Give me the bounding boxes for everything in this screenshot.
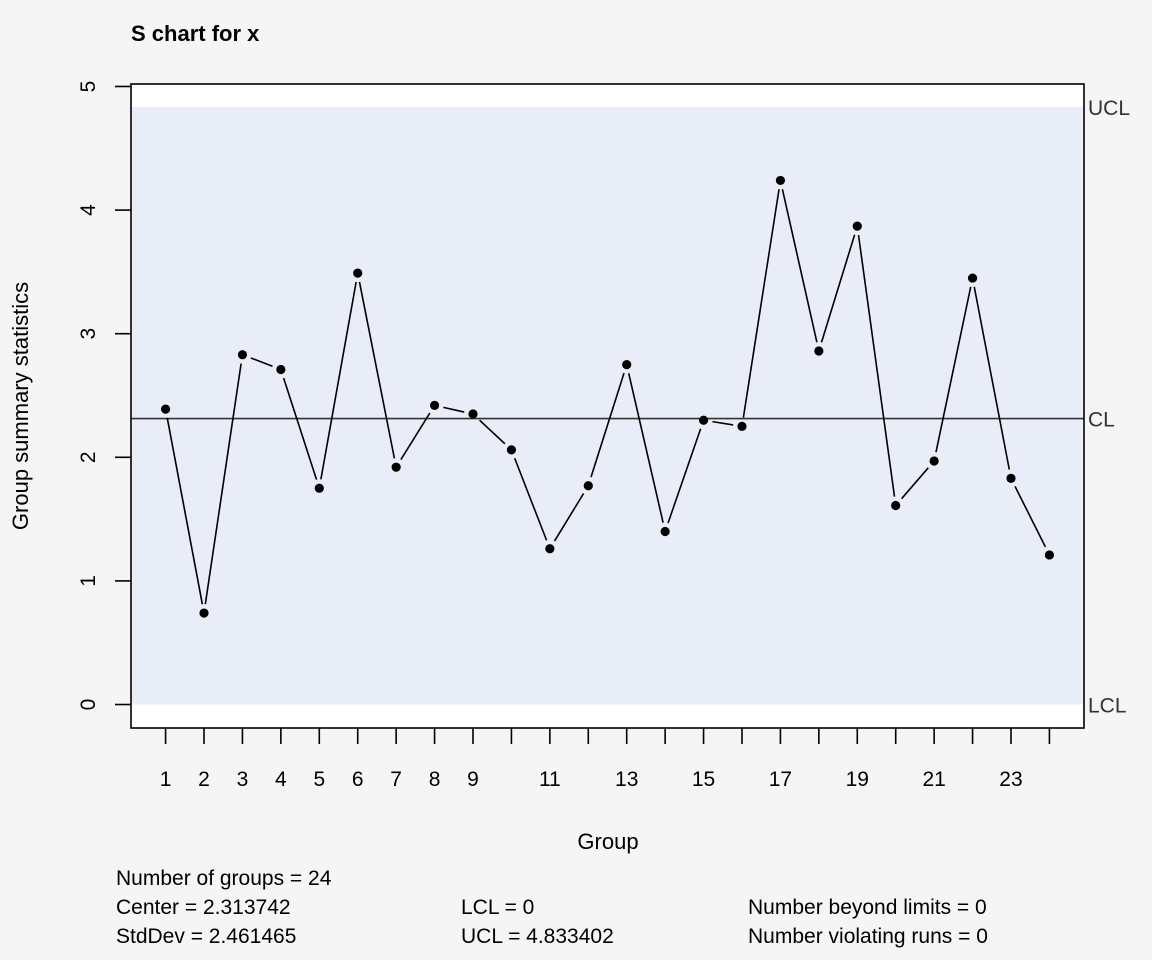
y-tick-label: 2 <box>77 451 100 463</box>
data-point <box>237 350 248 360</box>
x-tick-label: 15 <box>692 768 715 791</box>
series-line-segment <box>320 281 357 480</box>
cl-label: CL <box>1088 409 1115 432</box>
ucl-label: UCL <box>1088 97 1130 120</box>
series-line-segment <box>667 428 702 524</box>
x-tick-label: 23 <box>999 768 1022 791</box>
series-line-segment <box>250 357 273 368</box>
x-tick-label: 2 <box>198 768 210 791</box>
x-tick-label: 8 <box>429 768 441 791</box>
control-limits-band <box>131 107 1084 705</box>
data-point <box>506 445 517 455</box>
x-tick-label: 17 <box>769 768 792 791</box>
data-point <box>583 481 593 491</box>
series-line-segment <box>857 234 896 497</box>
x-tick-label: 11 <box>539 768 561 791</box>
series-line-segment <box>781 189 818 343</box>
data-point <box>891 500 901 511</box>
x-tick-label: 1 <box>160 768 172 791</box>
data-point <box>814 346 824 356</box>
x-tick-label: 5 <box>313 768 325 791</box>
y-tick-label: 5 <box>77 81 100 93</box>
series-line-segment <box>973 286 1011 470</box>
series-line-segment <box>935 286 972 453</box>
series-line-segment <box>820 234 856 343</box>
x-tick-label: 21 <box>922 768 945 791</box>
series-line-segment <box>204 363 242 605</box>
data-point <box>775 175 786 186</box>
y-tick-label: 4 <box>77 204 100 216</box>
chart-title: S chart for x <box>131 21 260 46</box>
data-point <box>199 608 209 618</box>
x-tick-label: 13 <box>615 768 638 791</box>
y-tick-label: 1 <box>77 575 100 587</box>
data-point <box>160 404 171 414</box>
data-point <box>852 221 862 231</box>
data-point <box>1044 550 1055 560</box>
y-axis-label: Group summary statistics <box>8 282 33 530</box>
series-line-segment <box>712 420 734 426</box>
data-point <box>660 526 670 537</box>
data-point <box>429 400 440 410</box>
data-point <box>967 273 978 283</box>
series-line-segment <box>479 419 506 445</box>
series-line-segment <box>282 377 318 480</box>
x-tick-label: 19 <box>846 768 869 791</box>
series-line-segment <box>513 457 548 541</box>
data-point <box>391 462 401 472</box>
series-line-segment <box>1014 485 1047 548</box>
data-point <box>353 268 363 278</box>
series-line-segment <box>166 417 204 605</box>
series-line-segment <box>400 412 431 460</box>
series-line-segment <box>742 189 780 418</box>
x-tick-label: 6 <box>352 768 364 791</box>
x-tick-label: 9 <box>467 768 479 791</box>
series-line-segment <box>443 406 465 413</box>
y-tick-label: 3 <box>77 328 100 340</box>
data-point <box>737 421 747 431</box>
data-point <box>276 364 286 375</box>
lcl-label: LCL <box>1088 695 1127 718</box>
x-tick-label: 3 <box>237 768 249 791</box>
x-tick-label: 7 <box>390 768 402 791</box>
series-line-segment <box>553 492 585 542</box>
data-point <box>929 456 939 466</box>
series-line-segment <box>358 281 396 459</box>
x-axis-label: Group <box>577 829 638 854</box>
x-tick-label: 4 <box>275 768 287 791</box>
plot-frame <box>130 83 1085 729</box>
series-line-segment <box>627 373 664 523</box>
data-point <box>1006 473 1016 483</box>
data-point <box>698 415 709 425</box>
y-tick-label: 0 <box>77 699 100 711</box>
data-point <box>622 359 632 370</box>
data-point <box>468 409 478 419</box>
data-point <box>545 544 555 554</box>
series-line-segment <box>900 467 929 500</box>
data-point <box>314 483 324 493</box>
series-line-segment <box>590 372 625 478</box>
